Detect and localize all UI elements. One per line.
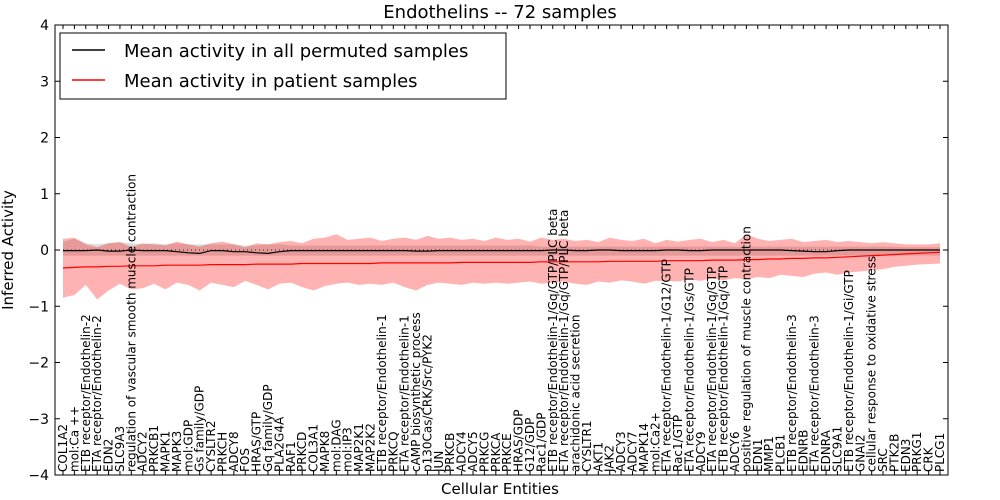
x-tick-label: ADCY4: [455, 431, 469, 472]
x-tick-label: regulation of vascular smooth muscle con…: [124, 174, 138, 472]
x-tick-label: G12/GDP: [523, 418, 537, 472]
x-axis-label: Cellular Entities: [441, 480, 559, 498]
x-tick-label: PRKCB1: [147, 425, 161, 472]
x-tick-label: ETA receptor/Endothelin-1: [398, 315, 412, 472]
x-tick-label: ADCY7: [626, 431, 640, 472]
x-tick-label: RAF1: [284, 441, 298, 472]
x-tick-label: ETA receptor/Endothelin-1/G12/GTP: [660, 259, 674, 472]
x-tick-label: PRKCB: [443, 433, 457, 472]
y-tick-label: −1: [28, 299, 49, 315]
x-tick-label: mol:Ca2+: [648, 412, 662, 472]
x-tick-label: ETB receptor/Endothelin-2: [79, 314, 93, 472]
x-tick-label: Rac1/GTP: [671, 415, 685, 472]
x-tick-label: Gq family/GDP: [261, 384, 275, 472]
x-tick-label: Gs family/GDP: [193, 386, 207, 472]
x-tick-label: PRKG1: [910, 432, 924, 472]
chart-title: Endothelins -- 72 samples: [383, 2, 616, 23]
x-tick-label: PLCB1: [774, 434, 788, 472]
x-tick-label: ETB receptor/Endothelin-1/Gq/GTP/PLC bet…: [546, 209, 560, 472]
x-tick-label: MAPK3: [170, 431, 184, 472]
series-line-permuted: [63, 249, 940, 255]
x-tick-label: positive regulation of muscle contractio…: [739, 226, 753, 472]
x-tick-label: ETA receptor/Endothelin-1/Gs/GTP: [682, 268, 696, 472]
x-tick-label: EDNRB: [796, 430, 810, 472]
x-tick-label: cAMP biosynthetic process: [409, 312, 423, 472]
x-tick-label: ETB receptor/Endothelin-3: [785, 314, 799, 472]
x-tick-label: PRKCQ: [386, 431, 400, 472]
x-tick-label: mol:DAG: [329, 419, 343, 472]
x-tick-label: ETB receptor/Endothelin-1/Gi/GTP: [842, 270, 856, 472]
x-tick-label: CYSLTR1: [580, 421, 594, 472]
x-tick-label: ADCY8: [227, 431, 241, 472]
legend-label: Mean activity in all permuted samples: [124, 41, 468, 62]
x-tick-label: MAP2K2: [364, 423, 378, 472]
x-tick-label: ETA receptor/Endothelin-1/Gq/GTP: [705, 267, 719, 472]
x-tick-label: COL1A2: [56, 424, 70, 472]
x-tick-label: JUN: [432, 451, 446, 473]
y-axis-label: Inferred Activity: [0, 190, 17, 310]
x-tick-label: MAPK14: [637, 423, 651, 472]
y-tick-label: −3: [28, 412, 49, 428]
y-tick-label: 4: [40, 18, 49, 34]
x-tick-label: PRKCG: [477, 432, 491, 472]
x-tick-label: cellular response to oxidative stress: [865, 256, 879, 472]
x-tick-label: ADCY6: [728, 431, 742, 472]
x-tick-label: p130Cas/CRK/Src/PYK2: [421, 334, 435, 472]
x-tick-label: ETA receptor/Endothelin-2: [90, 315, 104, 472]
x-tick-label: CRK: [922, 446, 936, 472]
y-tick-label: 0: [40, 243, 49, 259]
x-tick-label: MMP1: [762, 436, 776, 472]
x-tick-label: ADCY2: [136, 431, 150, 472]
x-tick-label: SRC: [876, 448, 890, 472]
y-tick-label: −2: [28, 356, 49, 372]
x-tick-label: ETB receptor/Endothelin-1: [375, 314, 389, 472]
x-tick-label: ADCY9: [694, 431, 708, 472]
y-tick-label: 1: [40, 187, 49, 203]
legend-box: [59, 32, 507, 100]
y-tick-label: 3: [40, 74, 49, 90]
x-tick-label: Rac1/GDP: [534, 413, 548, 472]
series-line-patient: [62, 251, 941, 269]
x-tick-label: PRKCD: [295, 432, 309, 472]
x-tick-label: HRAS/GDP: [512, 409, 526, 472]
x-tick-label: EDN2: [102, 439, 116, 472]
x-tick-label: PLA2G4A: [272, 416, 286, 472]
x-tick-label: PTK2B: [887, 434, 901, 472]
x-tick-label: EDN3: [899, 439, 913, 472]
x-tick-label: EDNRA: [819, 429, 833, 472]
x-tick-label: mol:IP3: [341, 427, 355, 472]
x-tick-label: EDN1: [751, 439, 765, 472]
x-tick-label: MAPK1: [159, 431, 173, 472]
legend-label: Mean activity in patient samples: [124, 71, 418, 92]
x-tick-label: JAK2: [603, 445, 617, 473]
legend: Mean activity in all permuted samples Mea…: [59, 32, 507, 100]
y-tick-label: −4: [28, 468, 49, 484]
x-tick-label: ETB receptor/Endothelin-1/Gq/GTP: [717, 266, 731, 472]
y-tick-label: 2: [40, 131, 49, 147]
x-tick-label: arachidonic acid secretion: [569, 315, 583, 472]
x-tick-label: SLC9A1: [831, 426, 845, 472]
x-tick-label: ADCY3: [614, 431, 628, 472]
x-tick-label: mol:Ca ++: [67, 406, 81, 472]
x-tick-label: ADCY5: [466, 431, 480, 472]
x-tick-label: MAP2K1: [352, 423, 366, 472]
x-tick-label: PRKCE: [500, 433, 514, 472]
x-tick-label: ETA receptor/Endothelin-1/Gq/GTP/PLC bet…: [557, 210, 571, 472]
x-tick-label: COL3A1: [307, 424, 321, 472]
x-tick-label: AKT1: [591, 442, 605, 472]
x-tick-label: PRKCA: [489, 432, 503, 472]
x-tick-label: ETA receptor/Endothelin-3: [808, 315, 822, 472]
x-tick-label: CYSLTR2: [204, 421, 218, 472]
x-tick-label: GNAI2: [853, 434, 867, 472]
x-tick-label: MAPK8: [318, 431, 332, 472]
x-tick-label: SLC9A3: [113, 426, 127, 472]
x-tick-label: HRAS/GTP: [250, 412, 264, 472]
x-tick-label: PLCG1: [933, 433, 947, 472]
x-tick-label: PRKCH: [216, 432, 230, 472]
x-tick-label: FOS: [238, 448, 252, 472]
x-tick-label: mol:GDP: [181, 420, 195, 472]
